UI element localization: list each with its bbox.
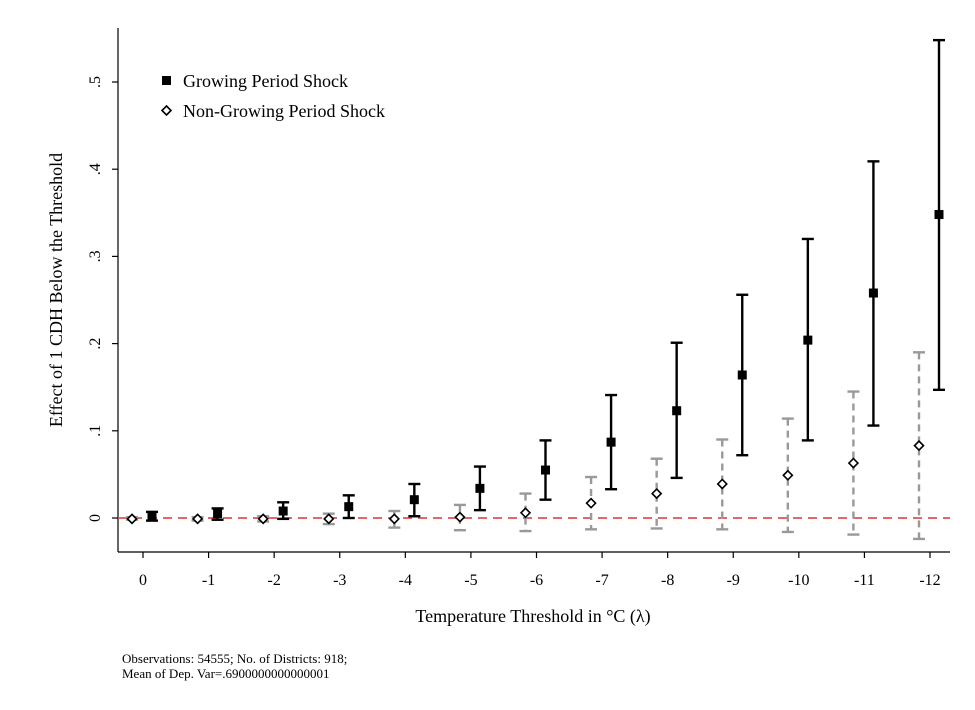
- point-marker-diamond: [126, 513, 138, 525]
- x-axis-title: Temperature Threshold in °C (λ): [415, 606, 650, 627]
- x-tick-label: -9: [727, 572, 740, 589]
- point-marker-diamond: [585, 497, 597, 509]
- legend-marker-growing: [162, 76, 171, 85]
- x-tick-label: -11: [854, 572, 875, 589]
- point-marker-diamond: [257, 513, 269, 525]
- y-axis-title: Effect of 1 CDH Below the Threshold: [46, 153, 66, 427]
- point-marker-diamond: [519, 507, 532, 519]
- point-marker-diamond: [191, 513, 204, 525]
- x-tick-label: -10: [788, 572, 809, 589]
- series-non-growing: [126, 351, 925, 541]
- point-marker-diamond: [454, 511, 466, 523]
- y-tick-label: .2: [87, 338, 104, 350]
- legend-label-non-growing: Non-Growing Period Shock: [183, 101, 385, 121]
- legend: Growing Period Shock Non-Growing Period …: [160, 71, 385, 121]
- y-tick-label: .4: [87, 163, 104, 175]
- point-marker-square: [147, 510, 157, 520]
- point-marker-diamond: [716, 478, 728, 490]
- point-marker-square: [934, 210, 944, 220]
- x-tick-label: -2: [268, 572, 281, 589]
- legend-label-growing: Growing Period Shock: [183, 71, 348, 91]
- y-tick-label: 0: [87, 514, 104, 522]
- series-layer: [126, 38, 945, 541]
- x-tick-label: 0: [139, 572, 147, 589]
- point-marker-diamond: [913, 439, 925, 452]
- point-marker-square: [541, 465, 550, 475]
- x-tick-label: -12: [919, 572, 940, 589]
- footnote: Observations: 54555; No. of Districts: 9…: [122, 651, 347, 681]
- footnote-line-1: Observations: 54555; No. of Districts: 9…: [122, 651, 348, 666]
- point-marker-diamond: [323, 513, 335, 525]
- x-tick-label: -6: [530, 572, 543, 589]
- footnote-line-2: Mean of Dep. Var=.6900000000000001: [122, 666, 330, 681]
- point-marker-square: [606, 437, 616, 447]
- legend-marker-non-growing: [160, 104, 173, 117]
- point-marker-square: [344, 502, 354, 512]
- point-marker-square: [868, 288, 878, 298]
- y-tick-label: .1: [87, 425, 104, 437]
- point-marker-diamond: [651, 487, 663, 500]
- x-tick-label: -3: [333, 572, 346, 589]
- point-marker-square: [475, 483, 485, 493]
- x-tick-label: -8: [661, 572, 674, 589]
- x-tick-label: -5: [464, 572, 477, 589]
- point-marker-square: [803, 335, 813, 345]
- point-marker-square: [278, 506, 288, 516]
- point-marker-diamond: [388, 513, 400, 525]
- point-marker-square: [737, 370, 747, 380]
- point-marker-square: [409, 495, 419, 505]
- point-marker-diamond: [847, 457, 860, 469]
- y-tick-label: .3: [87, 250, 104, 262]
- point-marker-diamond: [782, 469, 794, 481]
- point-marker-square: [672, 406, 682, 416]
- y-tick-label: .5: [87, 76, 104, 88]
- x-tick-label: -1: [202, 572, 215, 589]
- series-growing: [146, 38, 945, 522]
- point-marker-square: [213, 509, 223, 519]
- axes: 0 .1 .2 .3 .4 .5 0 -1 -2 -3 -4 -5 -6 -7 -8 -9 -10 -11 -12: [87, 28, 950, 589]
- x-tick-label: -4: [399, 572, 412, 589]
- x-tick-label: -7: [595, 572, 608, 589]
